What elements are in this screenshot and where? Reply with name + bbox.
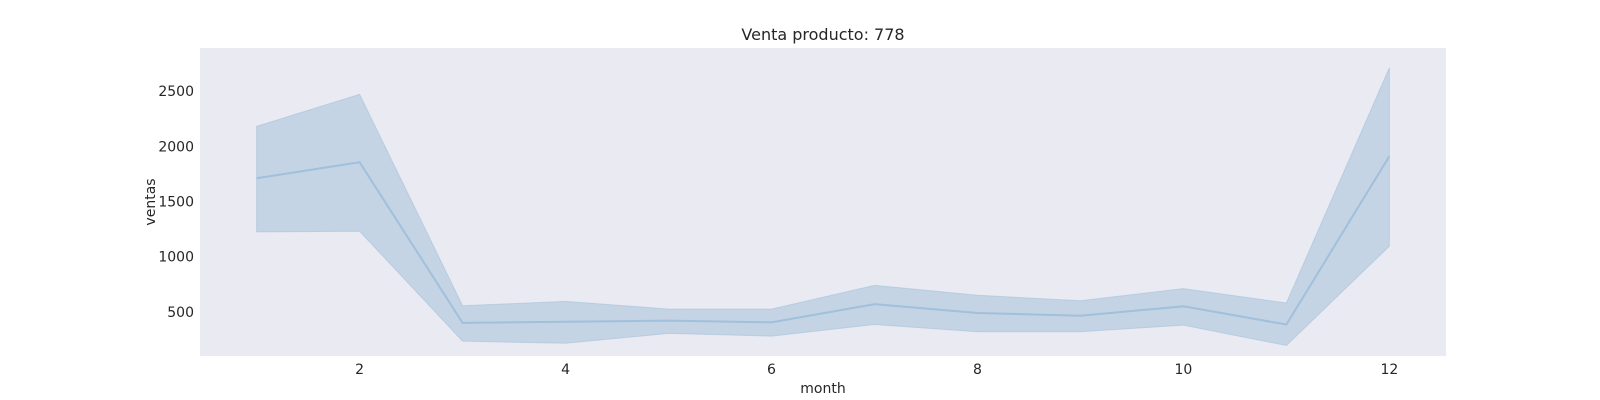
chart-title: Venta producto: 778 [741,25,904,44]
x-tick-label: 4 [561,362,570,378]
y-tick-label: 1500 [158,194,194,210]
x-tick-label: 2 [355,362,364,378]
y-tick-label: 1000 [158,250,194,266]
x-axis-label: month [800,381,845,397]
x-tick-label: 8 [973,362,982,378]
confidence-band [256,67,1390,347]
x-tick-label: 10 [1174,362,1192,378]
y-tick-label: 500 [167,305,194,321]
y-tick-label: 2500 [158,84,194,100]
series-line [256,155,1391,326]
x-tick-label: 12 [1380,362,1398,378]
x-tick-label: 6 [767,362,776,378]
y-axis-label: ventas [143,178,159,225]
y-tick-label: 2000 [158,139,194,155]
